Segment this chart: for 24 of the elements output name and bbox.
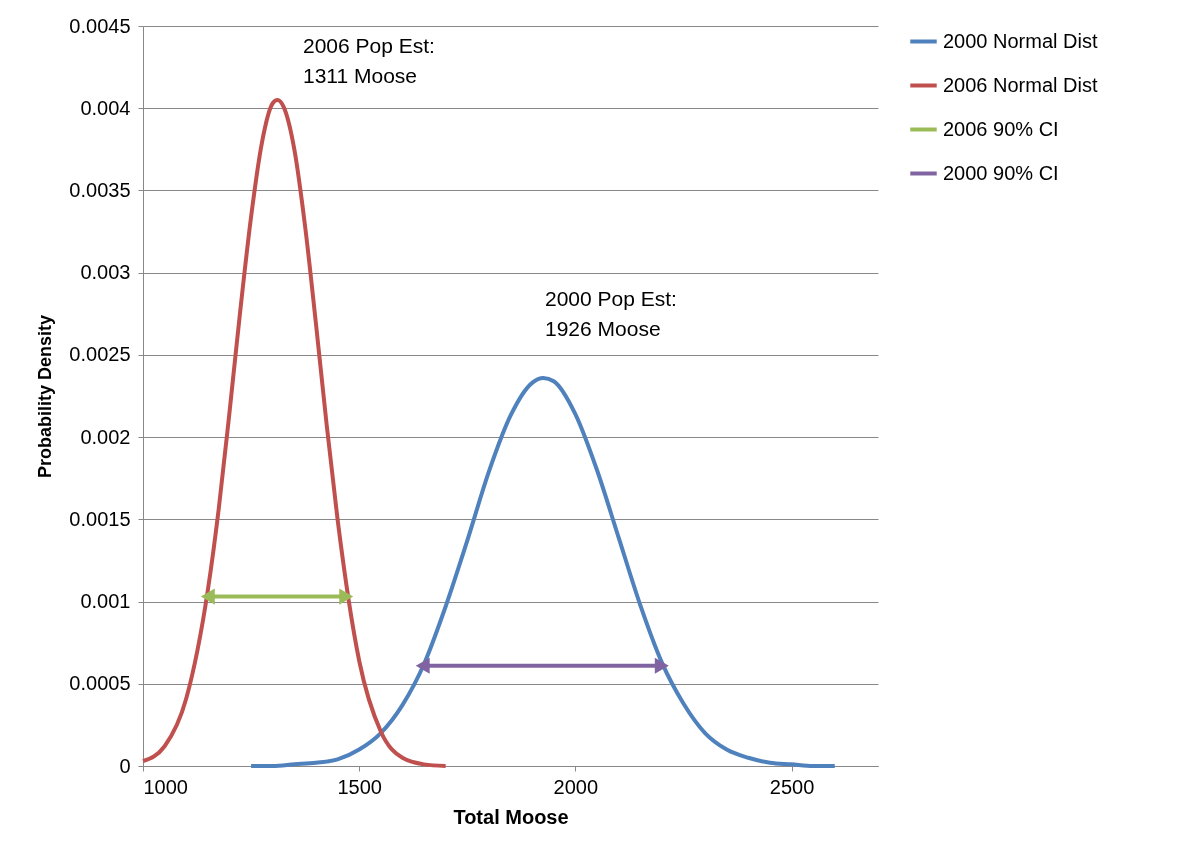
x-tick-label: 1500 xyxy=(337,775,382,798)
annotation: 2006 Pop Est: 1311 Moose xyxy=(303,34,435,87)
y-tick-label: 0.0035 xyxy=(69,178,131,201)
y-tick-label: 0.001 xyxy=(80,590,131,613)
x-tick-label: 2000 xyxy=(553,775,599,798)
y-tick-label: 0.004 xyxy=(80,96,131,119)
legend-label: 2006 90% CI xyxy=(943,117,1059,140)
line-series xyxy=(249,375,837,768)
y-tick-label: 0.0005 xyxy=(69,672,131,695)
y-tick-label: 0.002 xyxy=(80,425,131,448)
legend-label: 2000 Normal Dist xyxy=(943,29,1098,52)
x-tick-label: 2500 xyxy=(769,775,815,798)
legend-label: 2000 90% CI xyxy=(943,161,1059,184)
y-tick-label: 0.0015 xyxy=(69,507,131,530)
y-tick-label: 0 xyxy=(119,754,131,777)
y-tick-label: 0.0025 xyxy=(69,343,131,366)
y-axis-title: Probability Density xyxy=(35,314,56,479)
legend-label: 2006 Normal Dist xyxy=(943,73,1098,96)
x-tick-label: 1000 xyxy=(143,775,188,798)
line-series xyxy=(141,98,448,768)
x-axis-title: Total Moose xyxy=(453,805,569,828)
y-tick-label: 0.003 xyxy=(80,261,131,284)
y-tick-label: 0.0045 xyxy=(69,14,131,37)
annotation: 2000 Pop Est: 1926 Moose xyxy=(545,287,677,340)
